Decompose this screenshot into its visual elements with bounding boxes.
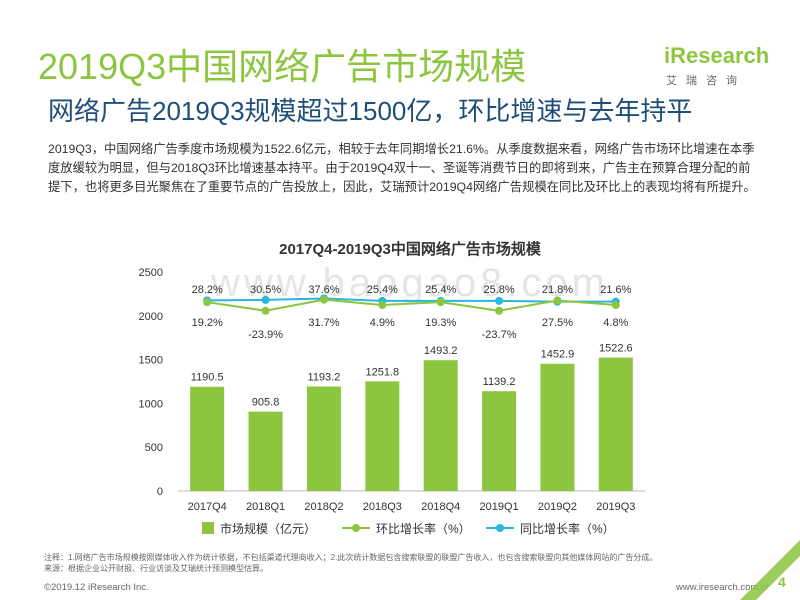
yoy-growth-label: 21.6% xyxy=(600,284,631,296)
x-tick-label: 2017Q4 xyxy=(188,501,227,513)
bar-value-label: 1251.8 xyxy=(365,366,399,378)
x-tick-label: 2019Q1 xyxy=(479,501,518,513)
legend-mom-dot xyxy=(352,524,360,532)
yoy-growth-label: 25.4% xyxy=(367,284,398,296)
footnote-note: 注释：1.网络广告市场规模按照媒体收入作为统计依据，不包括渠道代理商收入；2.此… xyxy=(44,553,658,562)
y-tick-label: 0 xyxy=(157,486,163,498)
bar-value-label: 1522.6 xyxy=(599,343,633,355)
mom-growth-label: -23.9% xyxy=(248,329,283,341)
mom-growth-label: 4.9% xyxy=(370,317,395,329)
watermark-text: www.baogao8.com xyxy=(210,261,609,305)
legend-mom-label: 环比增长率（%） xyxy=(376,521,471,536)
dot-mom-growth xyxy=(378,301,387,310)
x-tick-label: 2018Q1 xyxy=(246,501,285,513)
legend-bar-label: 市场规模（亿元） xyxy=(220,521,316,536)
yoy-growth-label: 30.5% xyxy=(250,284,281,296)
dot-yoy-growth xyxy=(495,296,504,305)
footnote: 注释：1.网络广告市场规模按照媒体收入作为统计依据，不包括渠道代理商收入；2.此… xyxy=(44,552,657,574)
yoy-growth-label: 25.4% xyxy=(425,284,456,296)
bar-market-size xyxy=(190,386,225,491)
bar-market-size xyxy=(598,357,633,491)
website-url: www.iresearch.com.cn xyxy=(676,582,772,593)
bar-market-size xyxy=(540,363,575,491)
mom-growth-label: 31.7% xyxy=(308,317,339,329)
footnote-source: 来源：根据企业公开财报、行业访谈及艾瑞统计预测模型估算。 xyxy=(44,564,268,573)
bar-value-label: 1190.5 xyxy=(191,372,224,384)
dot-mom-growth xyxy=(319,295,328,304)
x-tick-label: 2018Q4 xyxy=(421,501,460,513)
dot-mom-growth xyxy=(261,306,270,315)
bar-market-size xyxy=(365,381,400,491)
x-tick-label: 2019Q2 xyxy=(538,501,577,513)
mom-growth-label: 19.2% xyxy=(192,317,223,329)
bar-value-label: 1452.9 xyxy=(541,349,575,361)
x-tick-label: 2019Q3 xyxy=(596,501,635,513)
yoy-growth-label: 25.8% xyxy=(483,284,514,296)
market-size-chart: 2017Q4-2019Q3中国网络广告市场规模 0 500 1000 1500 2000 2… xyxy=(139,240,645,536)
line-mom-growth xyxy=(207,298,616,312)
legend-yoy-label: 同比增长率（%） xyxy=(520,521,615,536)
mom-growth-label: 19.3% xyxy=(425,317,456,329)
yoy-growth-label: 28.2% xyxy=(192,284,223,296)
chart-title: 2017Q4-2019Q3中国网络广告市场规模 xyxy=(279,240,542,258)
bar-market-size xyxy=(306,386,341,491)
bar-market-size xyxy=(248,411,283,491)
bar-market-size xyxy=(423,360,458,491)
dot-mom-growth xyxy=(611,301,620,310)
yoy-growth-label: 37.6% xyxy=(308,284,339,296)
corner-decoration-inner xyxy=(756,556,800,600)
page-number: 4 xyxy=(778,574,786,590)
y-tick-label: 1000 xyxy=(139,398,163,410)
dot-mom-growth xyxy=(495,306,504,315)
legend-yoy-dot xyxy=(496,524,504,532)
dot-yoy-growth xyxy=(261,295,270,304)
bar-market-size xyxy=(482,391,517,491)
mom-growth-label: 27.5% xyxy=(542,317,573,329)
description-text: 2019Q3，中国网络广告季度市场规模为1522.6亿元，相较于去年同期增长21… xyxy=(48,142,756,194)
mom-growth-label: -23.7% xyxy=(482,329,517,341)
bar-value-label: 905.8 xyxy=(252,397,280,409)
bar-value-label: 1493.2 xyxy=(424,345,458,357)
dot-mom-growth xyxy=(553,296,562,305)
bar-value-label: 1193.2 xyxy=(308,371,341,383)
copyright: ©2019.12 iResearch Inc. xyxy=(44,582,149,593)
y-tick-label: 2000 xyxy=(139,311,163,323)
x-tick-label: 2018Q2 xyxy=(304,501,343,513)
x-tick-label: 2018Q3 xyxy=(363,501,402,513)
dot-mom-growth xyxy=(436,298,445,307)
dot-mom-growth xyxy=(203,298,212,307)
y-tick-label: 2500 xyxy=(139,267,163,279)
page-title: 2019Q3中国网络广告市场规模 xyxy=(38,46,527,87)
iresearch-logo: iResearch 艾瑞咨询 xyxy=(662,42,772,92)
y-tick-label: 500 xyxy=(145,442,163,454)
page-subtitle: 网络广告2019Q3规模超过1500亿，环比增速与去年持平 xyxy=(48,96,693,126)
legend-bar-swatch xyxy=(202,522,214,534)
logo-brand: iResearch xyxy=(664,43,770,68)
bar-value-label: 1139.2 xyxy=(483,376,516,388)
yoy-growth-label: 21.8% xyxy=(542,284,573,296)
mom-growth-label: 4.8% xyxy=(603,317,628,329)
y-tick-label: 1500 xyxy=(139,355,163,367)
logo-tagline: 艾瑞咨询 xyxy=(666,75,746,87)
